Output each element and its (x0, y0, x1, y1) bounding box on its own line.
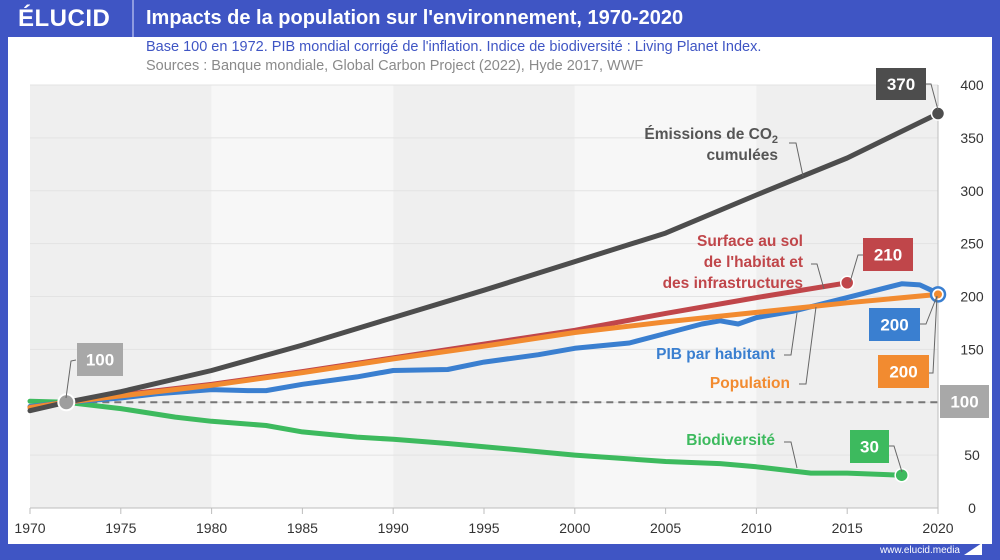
surface-series-label: Surface au sol (697, 233, 803, 250)
population-end-label-box (878, 355, 929, 388)
x-tick-label: 2005 (650, 520, 681, 536)
x-tick-label: 2015 (832, 520, 863, 536)
gdp-label-leader (784, 312, 798, 356)
population-end-leader (929, 295, 938, 374)
footer-url[interactable]: www.elucid.media (879, 545, 960, 556)
y-tick-label: 250 (960, 236, 984, 252)
y-tick-label: 50 (964, 447, 980, 463)
x-tick-label: 2020 (922, 520, 953, 536)
end-point-co2 (930, 106, 946, 121)
surface-end-leader (849, 254, 863, 283)
co2-series-label: Émissions de CO2 (644, 126, 778, 146)
end-point-biodiversity (894, 467, 909, 483)
chart-sources: Sources : Banque mondiale, Global Carbon… (146, 58, 644, 74)
header-divider (132, 0, 134, 37)
surface-end-label-value: 210 (874, 246, 902, 265)
gdp-end-leader (920, 295, 938, 325)
y-tick-label: 300 (960, 183, 984, 199)
population-label-leader (799, 306, 817, 385)
co2-end-label-value: 370 (887, 75, 915, 94)
biodiversity-label-leader (784, 441, 798, 469)
end-point-surface (839, 275, 855, 291)
base-100-label-value: 100 (86, 351, 114, 370)
x-tick-label: 1985 (287, 520, 318, 536)
population-end-label-value: 200 (889, 363, 917, 382)
biodiversity-end-label-box (850, 430, 889, 463)
biodiversity-series-label: Biodiversité (686, 432, 775, 449)
gdp-end-label-value: 200 (880, 316, 908, 335)
series-line-co2 (27, 111, 941, 414)
end-point-population (934, 290, 942, 299)
baseline-100-label-value: 100 (950, 393, 978, 412)
gdp-series-label: PIB par habitant (656, 346, 775, 363)
series-line-biodiversity (27, 398, 905, 478)
y-tick-label: 400 (960, 77, 984, 93)
x-tick-label: 2010 (741, 520, 772, 536)
chart-subtitle: Base 100 en 1972. PIB mondial corrigé de… (146, 39, 762, 55)
series-line-population (27, 291, 941, 410)
base-100-label-box (77, 343, 123, 376)
series-line-gdp (27, 281, 941, 409)
y-tick-label: 350 (960, 130, 984, 146)
x-tick-label: 1995 (468, 520, 499, 536)
co2-series-label-line2: cumulées (706, 147, 778, 164)
header-bar: ÉLUCID Impacts de la population sur l'en… (0, 0, 1000, 37)
biodiversity-end-label-value: 30 (860, 438, 879, 457)
baseline-100-label-box (940, 385, 989, 418)
x-tick-label: 1990 (378, 520, 409, 536)
biodiversity-end-leader (889, 445, 903, 473)
x-tick-label: 1980 (196, 520, 227, 536)
population-series-label: Population (710, 375, 790, 392)
co2-end-label-box (876, 68, 926, 100)
co2-subscript: 2 (772, 134, 778, 146)
chart-title: Impacts de la population sur l'environne… (146, 7, 684, 29)
elucid-logo: ÉLUCID (18, 5, 111, 32)
gdp-end-label-box (869, 308, 920, 341)
x-tick-label: 2000 (559, 520, 590, 536)
y-tick-label: 150 (960, 341, 984, 357)
y-tick-label: 0 (968, 500, 976, 516)
surface-end-label-box (863, 238, 913, 271)
y-tick-label: 200 (960, 289, 984, 305)
surface-series-label: de l'habitat et (704, 254, 803, 271)
co2-label-leader (789, 142, 804, 177)
x-tick-label: 1970 (14, 520, 45, 536)
surface-series-label: des infrastructures (663, 275, 803, 292)
surface-label-leader (811, 263, 825, 290)
base-100-leader (65, 359, 77, 399)
elucid-corner-logo-icon (964, 543, 982, 555)
co2-end-leader (926, 83, 939, 111)
x-tick-label: 1975 (105, 520, 136, 536)
